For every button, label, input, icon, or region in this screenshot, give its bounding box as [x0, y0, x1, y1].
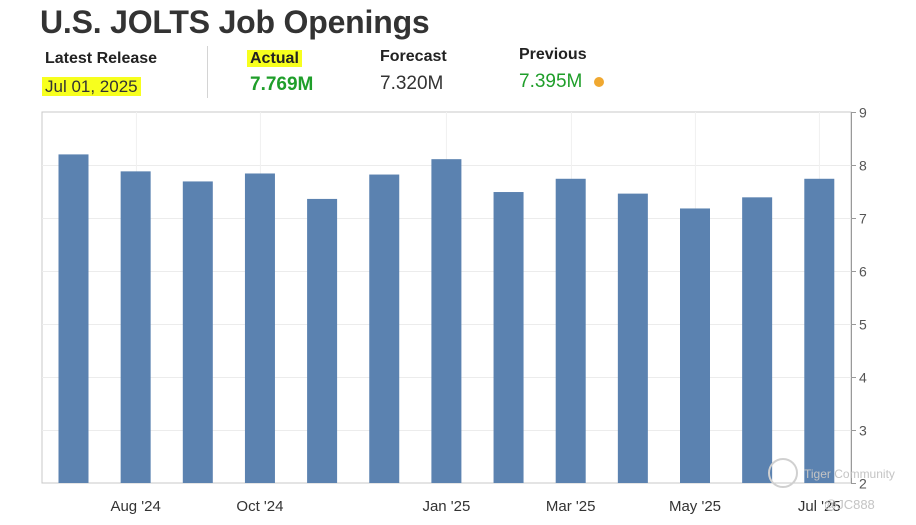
y-tick-label: 5 [859, 317, 867, 333]
x-tick-label: Mar '25 [546, 498, 596, 515]
actual-value: 7.769M [250, 74, 314, 95]
watermark-handle: @JC888 [824, 497, 875, 512]
page-title: U.S. JOLTS Job Openings [40, 4, 430, 40]
x-tick-label: Jul '25 [798, 498, 841, 515]
y-tick-label: 9 [859, 105, 867, 121]
latest-release-label: Latest Release [45, 50, 158, 67]
x-tick-label: May '25 [669, 498, 721, 515]
x-tick-label: Oct '24 [236, 498, 283, 515]
watermark-logo-icon [768, 458, 798, 488]
previous-value: 7.395M [519, 71, 583, 92]
bar [493, 192, 524, 483]
bar [555, 178, 586, 483]
y-tick-label: 3 [859, 423, 867, 439]
bar [742, 197, 773, 483]
stat-divider [207, 46, 208, 98]
bar [244, 173, 275, 484]
y-tick-label: 8 [859, 158, 867, 174]
watermark-text: Tiger Community [804, 467, 895, 481]
bar [369, 174, 400, 484]
bar [680, 208, 710, 483]
bar [58, 154, 89, 483]
bar [307, 198, 338, 484]
y-tick-label: 4 [859, 370, 867, 386]
bar [804, 178, 835, 483]
actual-label: Actual [247, 50, 302, 68]
forecast-label: Forecast [380, 48, 447, 65]
y-tick-label: 7 [859, 211, 867, 227]
forecast-value: 7.320M [380, 73, 444, 94]
latest-release-value: Jul 01, 2025 [42, 77, 141, 97]
bar [182, 181, 213, 483]
y-tick-label: 2 [859, 476, 867, 492]
y-tick-label: 6 [859, 264, 867, 280]
actual-label-text: Actual [247, 50, 302, 67]
bar [617, 193, 648, 483]
x-tick-label: Jan '25 [422, 498, 470, 515]
latest-release-date: Jul 01, 2025 [42, 77, 141, 96]
x-tick-label: Aug '24 [110, 498, 160, 515]
bar [120, 171, 151, 484]
previous-indicator-dot [594, 77, 604, 87]
bar [431, 159, 462, 484]
previous-label: Previous [519, 46, 587, 63]
